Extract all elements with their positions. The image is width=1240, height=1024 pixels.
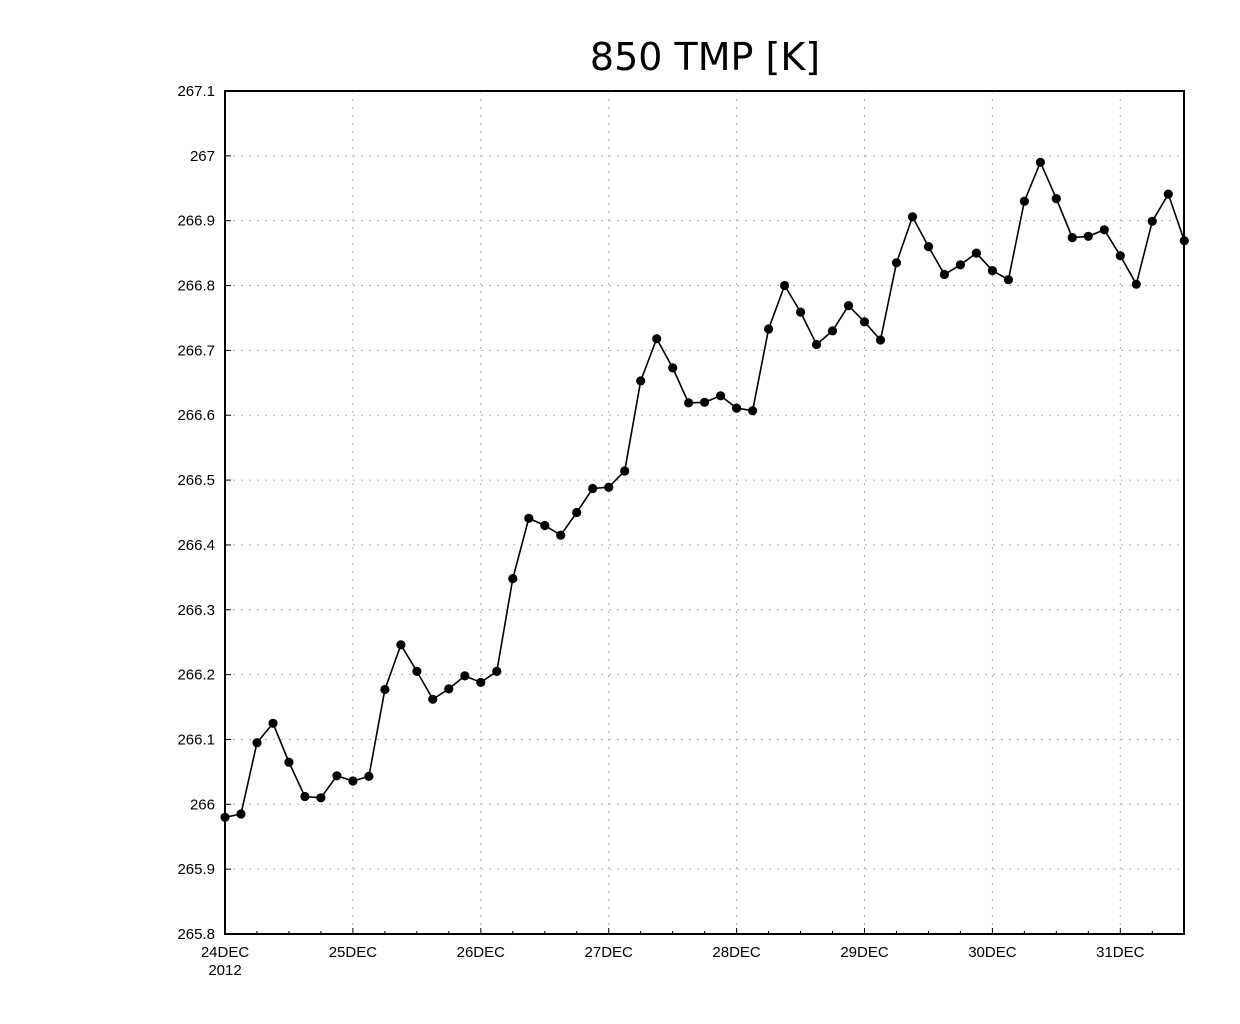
x-axis: 24DEC 25DEC 26DEC 27DEC 28DEC 29DEC 30DEC 31DEC… bbox=[201, 928, 1153, 979]
data-point bbox=[1115, 251, 1125, 261]
y-tick-label: 266.6 bbox=[177, 407, 215, 424]
plot-frame bbox=[224, 90, 1185, 935]
x-year-label: 2012 bbox=[208, 962, 241, 979]
y-tick-label: 266.5 bbox=[177, 472, 215, 489]
y-tick-label: 266 bbox=[190, 796, 215, 813]
data-point bbox=[396, 640, 406, 650]
data-point bbox=[875, 335, 886, 345]
x-tick-label: 26DEC bbox=[457, 944, 506, 961]
data-point bbox=[827, 326, 838, 336]
data-point bbox=[700, 397, 710, 407]
data-point bbox=[1083, 231, 1093, 241]
data-point bbox=[476, 677, 486, 688]
y-axis: 265.8 265.9 266 266.1 266.2 266.3 266.4 266.5 26… bbox=[177, 83, 231, 943]
data-point bbox=[1067, 233, 1077, 243]
data-point bbox=[604, 482, 614, 492]
data-point bbox=[732, 403, 742, 413]
data-point bbox=[859, 317, 870, 327]
data-point bbox=[811, 339, 822, 350]
y-tick-label: 266.7 bbox=[177, 342, 215, 359]
data-point bbox=[588, 483, 598, 494]
data-point bbox=[284, 757, 294, 767]
data-point bbox=[236, 809, 246, 819]
data-point bbox=[1099, 225, 1109, 235]
y-tick-label: 266.1 bbox=[177, 731, 215, 748]
data-point bbox=[332, 771, 342, 781]
y-tick-label: 267.1 bbox=[177, 83, 215, 100]
data-point bbox=[1019, 196, 1029, 206]
data-point bbox=[252, 738, 262, 748]
data-point bbox=[508, 574, 518, 584]
data-point bbox=[268, 718, 278, 728]
x-tick-label: 25DEC bbox=[329, 944, 378, 961]
data-point bbox=[1003, 275, 1014, 285]
data-point bbox=[987, 266, 998, 276]
data-point bbox=[460, 671, 470, 681]
series-polyline bbox=[224, 160, 1186, 819]
data-point bbox=[668, 363, 678, 373]
data-point bbox=[348, 776, 358, 786]
data-point bbox=[652, 334, 662, 344]
data-point bbox=[316, 793, 326, 803]
x-tick-label: 24DEC bbox=[201, 944, 250, 961]
x-tick-label: 29DEC bbox=[840, 944, 889, 961]
y-tick-label: 265.9 bbox=[177, 861, 215, 878]
y-tick-label: 267 bbox=[190, 148, 215, 165]
y-tick-label: 266.3 bbox=[177, 602, 215, 619]
data-point bbox=[300, 791, 310, 802]
data-point bbox=[556, 530, 566, 540]
data-point bbox=[364, 771, 374, 782]
data-point bbox=[1131, 279, 1141, 289]
data-point bbox=[492, 666, 502, 677]
data-point bbox=[428, 694, 438, 704]
series-line bbox=[220, 157, 1189, 822]
data-point bbox=[780, 280, 790, 291]
x-tick-label: 30DEC bbox=[968, 944, 1017, 961]
data-point bbox=[907, 212, 918, 222]
data-point bbox=[1035, 157, 1045, 167]
data-point bbox=[412, 666, 422, 677]
data-point bbox=[380, 684, 390, 695]
data-point bbox=[1147, 216, 1157, 226]
y-tick-label: 266.9 bbox=[177, 213, 215, 230]
y-tick-label: 266.8 bbox=[177, 278, 215, 295]
data-point bbox=[572, 507, 582, 518]
data-point bbox=[1163, 189, 1173, 199]
data-point bbox=[524, 513, 534, 523]
data-point bbox=[939, 269, 950, 280]
x-tick-label: 31DEC bbox=[1096, 944, 1145, 961]
data-point bbox=[540, 520, 550, 531]
x-tick-label: 27DEC bbox=[585, 944, 634, 961]
data-point bbox=[684, 398, 694, 408]
data-point bbox=[923, 242, 934, 252]
data-point bbox=[955, 260, 966, 270]
data-point bbox=[843, 301, 854, 311]
data-point bbox=[891, 258, 902, 268]
grid-lines bbox=[225, 91, 1184, 934]
data-point bbox=[444, 684, 454, 694]
data-point bbox=[1051, 194, 1061, 204]
data-point bbox=[971, 248, 982, 258]
x-tick-label: 28DEC bbox=[712, 944, 761, 961]
data-point bbox=[748, 406, 758, 416]
data-point bbox=[636, 376, 646, 386]
chart-title: 850 TMP [K] bbox=[590, 35, 820, 79]
data-point bbox=[716, 391, 726, 401]
data-point bbox=[620, 466, 630, 476]
y-tick-label: 265.8 bbox=[177, 926, 215, 943]
y-tick-label: 266.4 bbox=[177, 537, 215, 554]
data-point bbox=[796, 307, 806, 317]
data-point bbox=[764, 324, 774, 334]
y-tick-label: 266.2 bbox=[177, 667, 215, 684]
